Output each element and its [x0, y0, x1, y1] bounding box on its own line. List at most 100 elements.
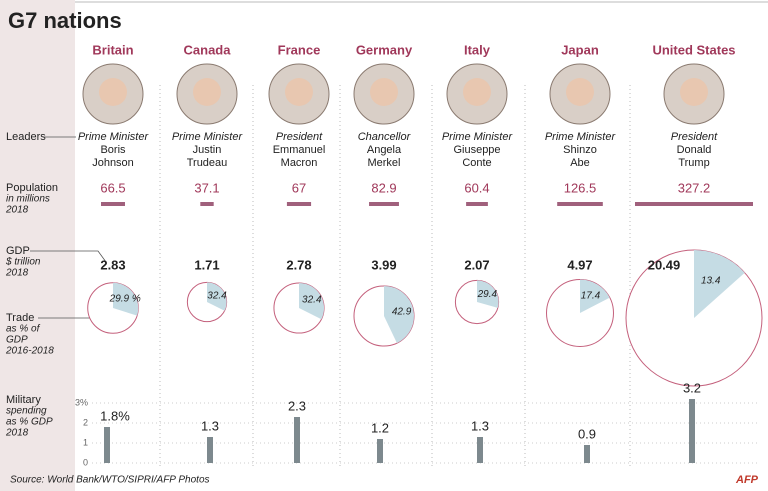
leader-title: Chancellor [358, 131, 412, 143]
population-label: 60.4 [464, 180, 489, 195]
population-label: 126.5 [564, 180, 597, 195]
trade-wedge [580, 279, 610, 313]
trade-wedge [477, 280, 499, 308]
photo-face [566, 78, 594, 106]
row-label: Leaders [6, 131, 46, 143]
country-name: Japan [561, 42, 599, 57]
row-label: 2018 [5, 205, 29, 216]
gdp-label: 2.83 [100, 257, 125, 272]
photo-face [370, 78, 398, 106]
population-bar [635, 202, 753, 206]
row-label: Military [6, 394, 41, 406]
population-bar [369, 202, 399, 206]
population-bar [466, 202, 488, 206]
trade-wedge [384, 285, 415, 344]
photo-face [680, 78, 708, 106]
population-bar [101, 202, 125, 206]
leader-title: Prime Minister [172, 131, 244, 143]
population-label: 82.9 [371, 180, 396, 195]
credit: AFP [735, 474, 759, 486]
photo-face [285, 78, 313, 106]
leader-first-name: Emmanuel [273, 144, 326, 156]
leader-first-name: Donald [677, 144, 712, 156]
population-bar [286, 202, 312, 206]
gdp-label: 2.07 [464, 257, 489, 272]
connector [30, 250, 107, 263]
leader-first-name: Justin [193, 144, 222, 156]
row-label: spending [6, 406, 47, 417]
gdp-label: 3.99 [371, 257, 396, 272]
source: Source: World Bank/WTO/SIPRI/AFP Photos [10, 475, 210, 486]
leader-first-name: Boris [100, 144, 126, 156]
side-band [0, 0, 75, 491]
row-label: as % GDP [6, 417, 53, 428]
y-tick-label: 3% [75, 397, 88, 407]
photo-face [99, 78, 127, 106]
population-label: 67 [292, 180, 306, 195]
leader-last-name: Trudeau [187, 157, 228, 169]
country-name: United States [652, 42, 735, 57]
row-label: GDP [6, 335, 28, 346]
military-label: 1.3 [471, 418, 489, 433]
military-label: 2.3 [288, 398, 306, 413]
trade-label: 13.4 [701, 275, 721, 286]
photo-face [463, 78, 491, 106]
country-name: Britain [92, 42, 133, 57]
military-label: 1.3 [201, 418, 219, 433]
gdp-label: 20.49 [648, 257, 681, 272]
military-bar [689, 399, 695, 463]
gdp-label: 2.78 [286, 257, 311, 272]
population-bar [200, 202, 214, 206]
title: G7 nations [8, 8, 122, 33]
military-label: 3.2 [683, 380, 701, 395]
trade-wedge [299, 282, 325, 320]
military-bar [477, 437, 483, 463]
military-bar [584, 445, 590, 463]
gdp-label: 1.71 [194, 257, 219, 272]
trade-label: 29.4 [477, 289, 498, 300]
trade-wedge [694, 250, 745, 318]
military-bar [377, 439, 383, 463]
country-name: Italy [464, 42, 491, 57]
leader-last-name: Abe [570, 157, 590, 169]
trade-label: 17.4 [581, 290, 601, 301]
leader-last-name: Conte [462, 157, 491, 169]
row-label: in millions [6, 194, 50, 205]
trade-wedge [207, 282, 227, 311]
gdp-label: 4.97 [567, 257, 592, 272]
leader-last-name: Macron [281, 157, 318, 169]
leader-last-name: Trump [678, 157, 709, 169]
military-label: 1.2 [371, 420, 389, 435]
leader-last-name: Merkel [367, 157, 400, 169]
leader-first-name: Shinzo [563, 144, 597, 156]
row-label: as % of [6, 324, 41, 335]
y-tick-label: 2 [83, 417, 88, 427]
row-label: Trade [6, 312, 34, 324]
country-name: France [278, 42, 321, 57]
military-bar [104, 427, 110, 463]
leader-title: President [276, 131, 323, 143]
row-label: GDP [6, 245, 30, 257]
trade-label: 29.9 % [109, 294, 141, 305]
trade-wedge [113, 282, 139, 316]
population-label: 327.2 [678, 180, 711, 195]
leader-first-name: Giuseppe [453, 144, 500, 156]
population-label: 37.1 [194, 180, 219, 195]
leader-first-name: Angela [367, 144, 402, 156]
leader-title: President [671, 131, 718, 143]
military-label: 0.9 [578, 426, 596, 441]
row-label: Population [6, 182, 58, 194]
row-label: 2018 [5, 428, 29, 439]
country-name: Germany [356, 42, 413, 57]
population-bar [557, 202, 603, 206]
trade-label: 32.4 [207, 290, 227, 301]
military-label: 1.8% [100, 408, 130, 423]
trade-label: 32.4 [302, 295, 322, 306]
row-label: $ trillion [5, 257, 41, 268]
row-label: 2018 [5, 268, 29, 279]
military-bar [294, 417, 300, 463]
country-name: Canada [184, 42, 232, 57]
trade-label: 42.9 [392, 307, 412, 318]
leader-title: Prime Minister [442, 131, 514, 143]
